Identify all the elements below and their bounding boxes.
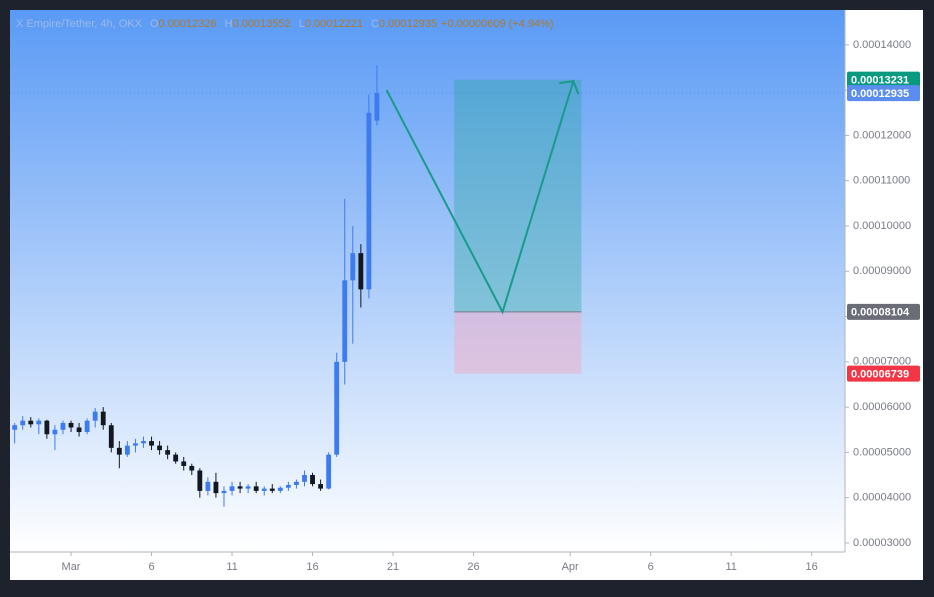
candle-body <box>350 253 356 281</box>
y-tick-label: 0.00011000 <box>853 175 910 187</box>
candle-body <box>60 422 66 430</box>
ohlc-value: 0.00012326 <box>159 18 217 30</box>
price-tag <box>847 303 920 320</box>
title: X Empire/Tether, 4h, OKX <box>16 18 143 30</box>
candle-body <box>157 445 162 451</box>
x-tick-label: Apr <box>562 561 579 573</box>
time-axis <box>10 552 923 580</box>
profit-zone <box>454 79 582 312</box>
candle-body <box>20 420 26 426</box>
price-tag-label: 0.00006739 <box>851 369 909 381</box>
ohlc-value: 0.00012221 <box>305 18 363 30</box>
candle-body <box>366 112 372 290</box>
y-tick-label: 0.00004000 <box>853 492 911 504</box>
arrow-path <box>385 80 575 315</box>
candle-body <box>205 481 211 491</box>
x-tick-label: Mar <box>62 561 81 573</box>
candle-body <box>342 280 348 362</box>
candle-body <box>28 420 34 425</box>
y-tick-label: 0.00010000 <box>853 220 911 232</box>
price-tag-label: 0.00013231 <box>851 75 909 87</box>
candle-body <box>52 429 58 435</box>
candle-body <box>229 486 235 491</box>
price-tag <box>847 365 920 382</box>
candle-body <box>285 484 291 488</box>
change: +0.00000609 (+4.94%) <box>441 18 554 30</box>
candle-body <box>269 488 275 491</box>
candle-body <box>253 486 259 491</box>
plot-area <box>10 10 845 552</box>
candle-body <box>100 411 106 426</box>
price-tag <box>847 71 920 88</box>
x-tick-label: 11 <box>725 561 736 573</box>
x-tick-label: 21 <box>387 561 399 573</box>
candle-body <box>302 475 307 482</box>
x-tick-label: 6 <box>648 561 654 573</box>
candle-body <box>237 486 243 489</box>
candle-body <box>84 420 90 433</box>
y-tick-label: 0.00003000 <box>853 537 911 549</box>
candle-body <box>124 445 130 455</box>
x-tick-label: 11 <box>226 561 237 573</box>
candle-body <box>261 488 267 491</box>
ohlc-key: C <box>371 18 379 30</box>
candle-body <box>221 490 227 494</box>
x-tick-label: 16 <box>306 561 318 573</box>
ohlc-value: 0.00012935 <box>379 18 437 30</box>
candle-body <box>318 484 324 489</box>
candle-body <box>92 411 98 421</box>
price-tag-label: 0.00012935 <box>851 88 909 100</box>
price-tag-label: 0.00008104 <box>851 307 910 319</box>
y-tick-label: 0.00005000 <box>853 446 911 458</box>
candle-body <box>68 422 74 428</box>
candle-body <box>197 470 203 491</box>
candle-body <box>374 93 380 121</box>
candle-body <box>76 427 82 433</box>
candle-body <box>165 450 171 455</box>
candle-body <box>36 420 42 425</box>
candle-body <box>181 461 187 466</box>
ohlc-key: H <box>225 18 233 30</box>
y-tick-label: 0.00007000 <box>853 356 911 368</box>
y-tick-label: 0.00014000 <box>853 39 911 51</box>
price-tag <box>847 85 920 102</box>
ohlc-key: O <box>150 18 159 30</box>
candle-body <box>294 481 299 485</box>
candle-body <box>189 465 195 471</box>
candle-body <box>108 425 114 448</box>
candle-body <box>12 425 18 430</box>
candle-body <box>133 443 138 446</box>
candle-body <box>173 454 179 462</box>
candle-body <box>44 420 50 435</box>
candle-body <box>116 447 122 455</box>
candle-body <box>358 253 364 290</box>
candle-body <box>277 487 283 491</box>
candle-body <box>334 361 340 455</box>
y-tick-label: 0.00012000 <box>853 129 911 141</box>
y-tick-label: 0.00009000 <box>853 265 911 277</box>
ohlc-value: 0.00013552 <box>233 18 291 30</box>
ohlc-key: L <box>299 18 305 30</box>
candle-body <box>245 486 251 489</box>
x-tick-label: 16 <box>806 561 818 573</box>
arrow-head <box>559 79 580 95</box>
y-tick-label: 0.00006000 <box>853 401 911 413</box>
candle-body <box>149 441 154 446</box>
candle-body <box>326 454 332 489</box>
candle-body <box>141 441 146 444</box>
x-tick-label: 26 <box>467 561 479 573</box>
candle-body <box>213 481 219 494</box>
candle-body <box>310 475 315 485</box>
chart-title: X Empire/Tether, 4h, OKX O0.00012326 H0.00… <box>16 18 554 30</box>
x-tick-label: 6 <box>148 561 154 573</box>
loss-zone <box>454 311 582 374</box>
